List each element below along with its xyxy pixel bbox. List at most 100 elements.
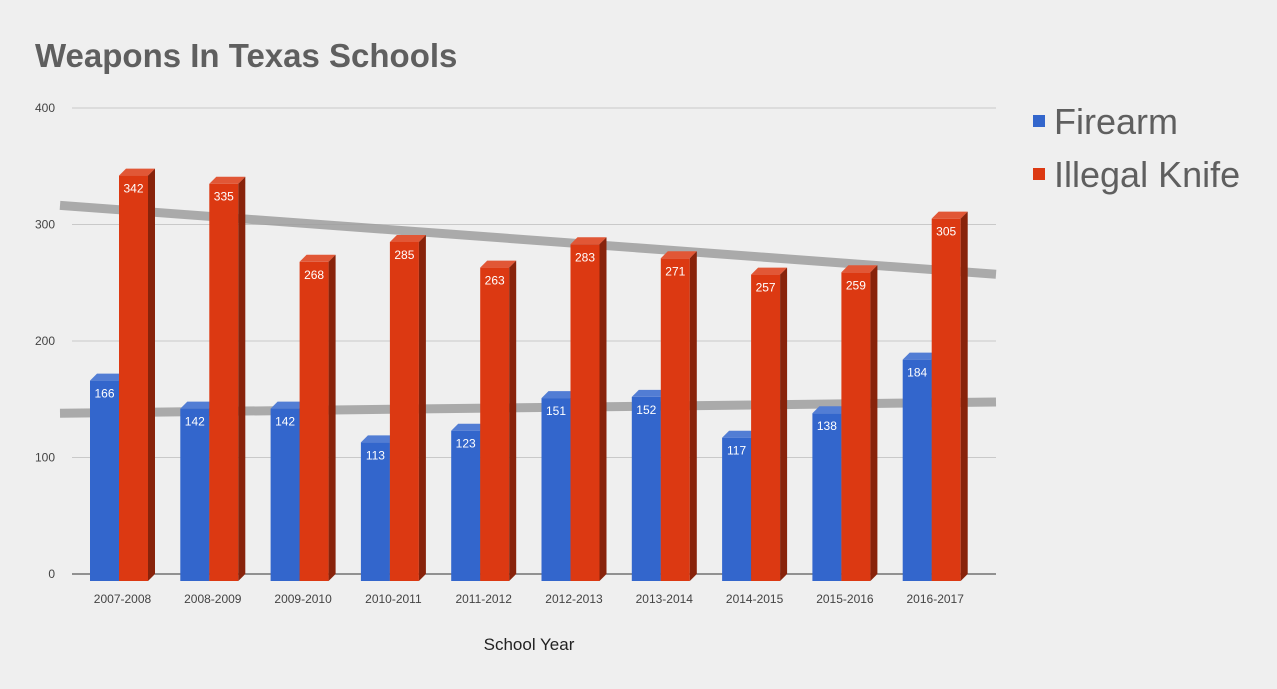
x-tick-label: 2015-2016	[816, 592, 874, 606]
legend: Firearm Illegal Knife	[1033, 101, 1240, 195]
bar-front	[360, 442, 390, 581]
data-label: 268	[304, 268, 324, 282]
bar-top	[570, 237, 607, 245]
bar-front	[570, 244, 600, 581]
bar-front	[451, 430, 481, 581]
data-label: 151	[546, 404, 566, 418]
y-tick-label: 400	[35, 101, 55, 115]
x-tick-label: 2014-2015	[726, 592, 784, 606]
x-tick-label: 2011-2012	[455, 592, 512, 606]
x-tick-label: 2012-2013	[545, 592, 603, 606]
bar-front	[480, 267, 510, 581]
x-axis-title: School Year	[484, 635, 575, 654]
bar-top	[209, 176, 246, 184]
bar-front	[812, 413, 842, 581]
bar-side	[780, 267, 788, 581]
bar-front	[902, 359, 932, 581]
y-axis-ticks: 0 100 200 300 400	[35, 101, 55, 581]
data-label: 138	[817, 419, 837, 433]
legend-label: Firearm	[1054, 101, 1178, 142]
data-label: 142	[185, 415, 205, 429]
bar-top	[180, 401, 217, 409]
bar-top	[270, 401, 307, 409]
bar-top	[660, 251, 697, 259]
x-tick-label: 2008-2009	[184, 592, 242, 606]
bar-top	[119, 168, 155, 176]
bar-top	[631, 389, 668, 397]
x-tick-label: 2007-2008	[94, 592, 152, 606]
bar-front	[660, 258, 690, 581]
bar-front	[119, 175, 148, 581]
bar-top	[722, 430, 759, 438]
bar-top	[451, 423, 488, 431]
y-tick-label: 300	[35, 218, 55, 232]
bar-top	[812, 406, 849, 414]
bars: 166 342 142 335 142 268 113 285 123 263 151 283 152 2…	[90, 168, 968, 582]
legend-swatch	[1033, 115, 1045, 127]
data-label: 285	[394, 248, 414, 262]
bar-front	[180, 408, 210, 581]
data-label: 259	[846, 278, 866, 292]
bar-illegal-knife: 271	[660, 251, 697, 581]
bar-front	[841, 272, 871, 581]
bar-front	[722, 437, 752, 581]
x-tick-label: 2009-2010	[274, 592, 332, 606]
data-label: 283	[575, 250, 595, 264]
data-label: 271	[665, 264, 685, 278]
bar-front	[90, 380, 119, 581]
x-tick-label: 2013-2014	[636, 592, 694, 606]
bar-top	[541, 391, 578, 399]
bar-side	[599, 237, 607, 581]
bar-illegal-knife: 285	[389, 234, 426, 581]
bar-illegal-knife: 283	[570, 237, 607, 581]
bar-illegal-knife: 263	[480, 260, 517, 581]
bar-top	[902, 352, 939, 360]
y-tick-label: 100	[35, 451, 55, 465]
bar-illegal-knife: 259	[841, 265, 878, 581]
bar-illegal-knife: 335	[209, 176, 246, 581]
data-label: 342	[123, 182, 143, 196]
data-label: 263	[485, 274, 505, 288]
bar-side	[328, 254, 336, 581]
bar-side	[870, 265, 878, 581]
bar-illegal-knife: 257	[751, 267, 788, 581]
bar-side	[238, 176, 246, 581]
x-axis-ticks: 2007-2008 2008-2009 2009-2010 2010-2011 2011…	[94, 592, 964, 606]
data-label: 166	[94, 387, 114, 401]
bar-side	[960, 211, 968, 582]
data-label: 117	[727, 444, 746, 458]
legend-label: Illegal Knife	[1054, 154, 1240, 195]
data-label: 123	[456, 437, 476, 451]
data-label: 257	[756, 281, 776, 295]
bar-illegal-knife: 268	[299, 254, 336, 581]
data-label: 152	[636, 403, 656, 417]
chart-title: Weapons In Texas Schools	[35, 37, 457, 74]
bar-top	[389, 234, 426, 242]
data-label: 142	[275, 415, 295, 429]
bar-illegal-knife: 342	[119, 168, 155, 581]
bar-top	[90, 373, 126, 381]
data-label: 184	[907, 366, 927, 380]
x-tick-label: 2010-2011	[365, 592, 422, 606]
bar-side	[148, 168, 155, 581]
trendline-illegal-knife	[59, 200, 997, 279]
bar-top	[751, 267, 788, 275]
bar-side	[689, 251, 697, 581]
x-tick-label: 2016-2017	[907, 592, 965, 606]
legend-swatch	[1033, 168, 1045, 180]
bar-front	[931, 218, 961, 582]
data-label: 305	[936, 225, 956, 239]
bar-front	[389, 241, 419, 581]
data-label: 113	[366, 448, 385, 462]
bar-top	[931, 211, 968, 219]
bar-front	[631, 396, 661, 581]
bar-top	[480, 260, 517, 268]
bar-top	[299, 254, 336, 262]
bar-front	[299, 261, 329, 581]
bar-front	[751, 274, 781, 581]
data-label: 335	[214, 190, 234, 204]
bar-side	[509, 260, 517, 581]
bar-illegal-knife: 305	[931, 211, 968, 582]
bar-front	[270, 408, 300, 581]
